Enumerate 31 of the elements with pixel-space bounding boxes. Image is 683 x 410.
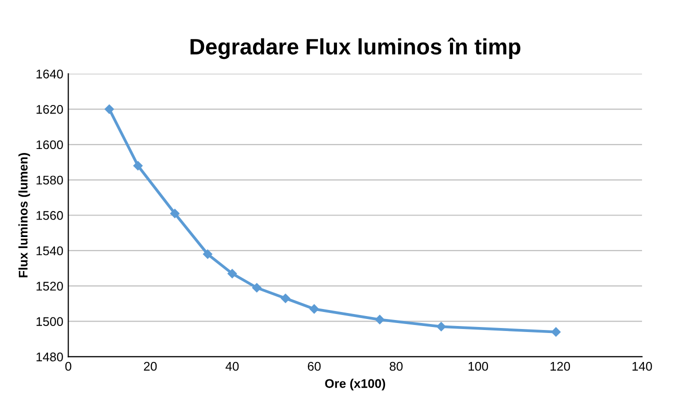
x-tick-label: 140	[632, 362, 652, 371]
x-tick-label: 100	[468, 362, 488, 371]
y-tick-label: 1560	[36, 211, 63, 220]
x-tick-label: 0	[65, 362, 72, 371]
point	[203, 250, 212, 259]
x-axis-title: Ore (x100)	[325, 378, 386, 390]
point	[551, 327, 561, 337]
x-tick-label: 80	[390, 362, 403, 371]
chart-title: Degradare Flux luminos în timp	[190, 38, 520, 60]
point	[280, 294, 290, 303]
point	[252, 283, 262, 292]
y-tick-label: 1540	[36, 246, 63, 256]
x-tick-label: 60	[308, 362, 321, 371]
y-tick-label: 1500	[36, 317, 63, 326]
x-tick-label: 20	[144, 362, 157, 371]
y-axis-title: Flux luminos (lumen)	[18, 153, 30, 278]
y-tick-label: 1520	[36, 282, 63, 291]
point	[170, 208, 180, 218]
x-tick-label: 120	[550, 362, 570, 371]
y-tick-label: 1640	[36, 70, 63, 78]
y-tick-label: 1580	[36, 176, 63, 185]
x-tick-label: 40	[226, 362, 239, 371]
y-tick-label: 1620	[36, 104, 63, 114]
y-tick-label: 1480	[36, 352, 63, 362]
point	[133, 161, 143, 170]
point	[375, 314, 384, 324]
point	[228, 268, 237, 278]
y-tick-label: 1600	[36, 140, 63, 150]
point	[310, 304, 319, 314]
point	[104, 104, 114, 114]
point	[436, 322, 446, 332]
